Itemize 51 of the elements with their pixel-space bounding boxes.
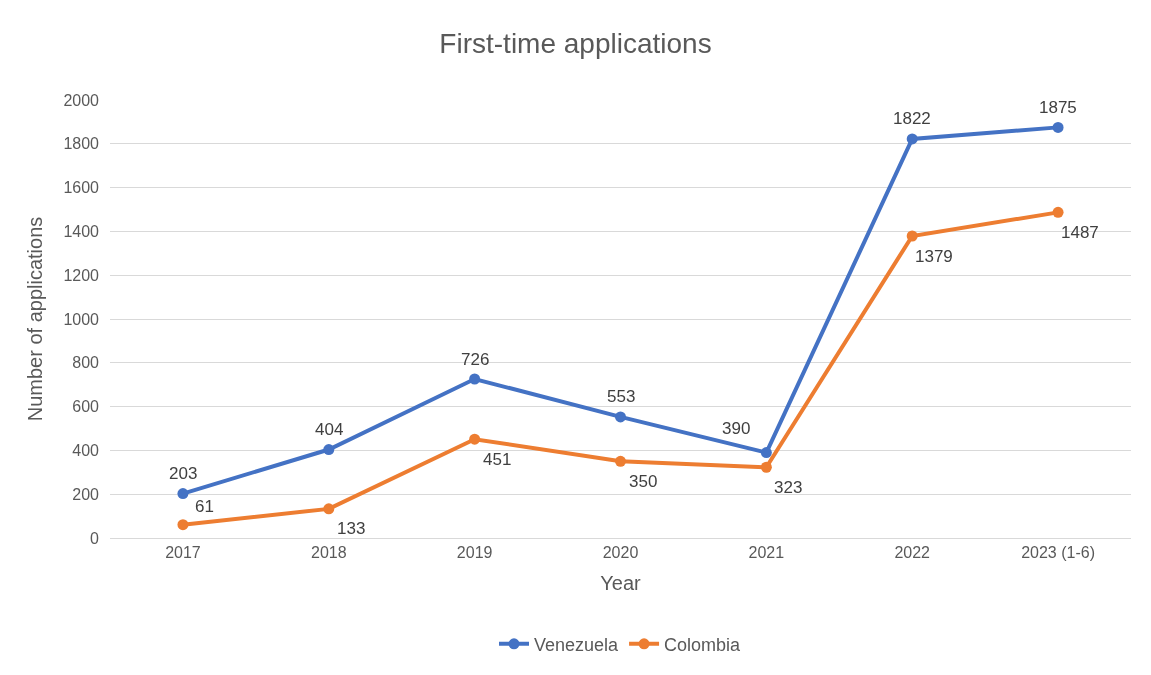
y-tick-label: 0 [90,529,100,547]
point [1052,206,1064,218]
point [760,447,772,459]
data-label: 1822 [893,109,931,128]
point [906,133,918,145]
point [906,230,918,242]
y-tick-label: 1600 [63,179,100,197]
y-tick-label: 800 [72,354,100,372]
x-axis-title: Year [600,571,642,594]
point [177,519,189,531]
y-axis-title: Number of applications [23,216,46,422]
point [615,411,626,423]
data-label: 1379 [915,247,953,266]
data-label: 203 [169,464,198,483]
x-tick-label: 2023 (1-6) [1021,544,1095,562]
y-tick-label: 1200 [63,266,100,284]
x-tick-label: 2022 [894,544,931,562]
chart-title: First-time applications [439,28,712,60]
data-label: 61 [195,497,214,516]
x-tick-label: 2018 [310,544,347,562]
data-label: 390 [722,419,751,438]
data-label: 350 [629,472,658,491]
x-tick-label: 2019 [456,544,493,562]
point [760,461,772,473]
data-label: 133 [337,519,366,538]
y-tick-label: 1400 [63,223,100,240]
point [323,503,335,515]
x-tick-label: 2017 [165,544,201,562]
data-label: 323 [774,478,803,497]
point [469,433,481,445]
legend-label: Colombia [664,634,742,655]
x-tick-label: 2021 [748,544,785,562]
data-label: 404 [315,420,344,439]
y-tick-label: 1800 [63,135,100,153]
legend-label: Venezuela [534,634,620,655]
data-label: 726 [461,350,490,369]
point [1052,121,1064,133]
data-label: 451 [483,450,512,469]
data-label: 553 [607,387,636,406]
y-tick-label: 1000 [63,310,100,328]
data-label: 1875 [1039,98,1077,117]
point [177,488,189,500]
y-tick-label: 200 [72,485,100,503]
y-tick-label: 600 [72,398,100,416]
point [615,455,626,467]
point [469,373,481,385]
y-tick-label: 400 [72,442,100,459]
y-tick-label: 2000 [63,91,100,109]
data-label: 1487 [1061,223,1099,242]
point [323,444,335,456]
x-tick-label: 2020 [602,544,639,562]
